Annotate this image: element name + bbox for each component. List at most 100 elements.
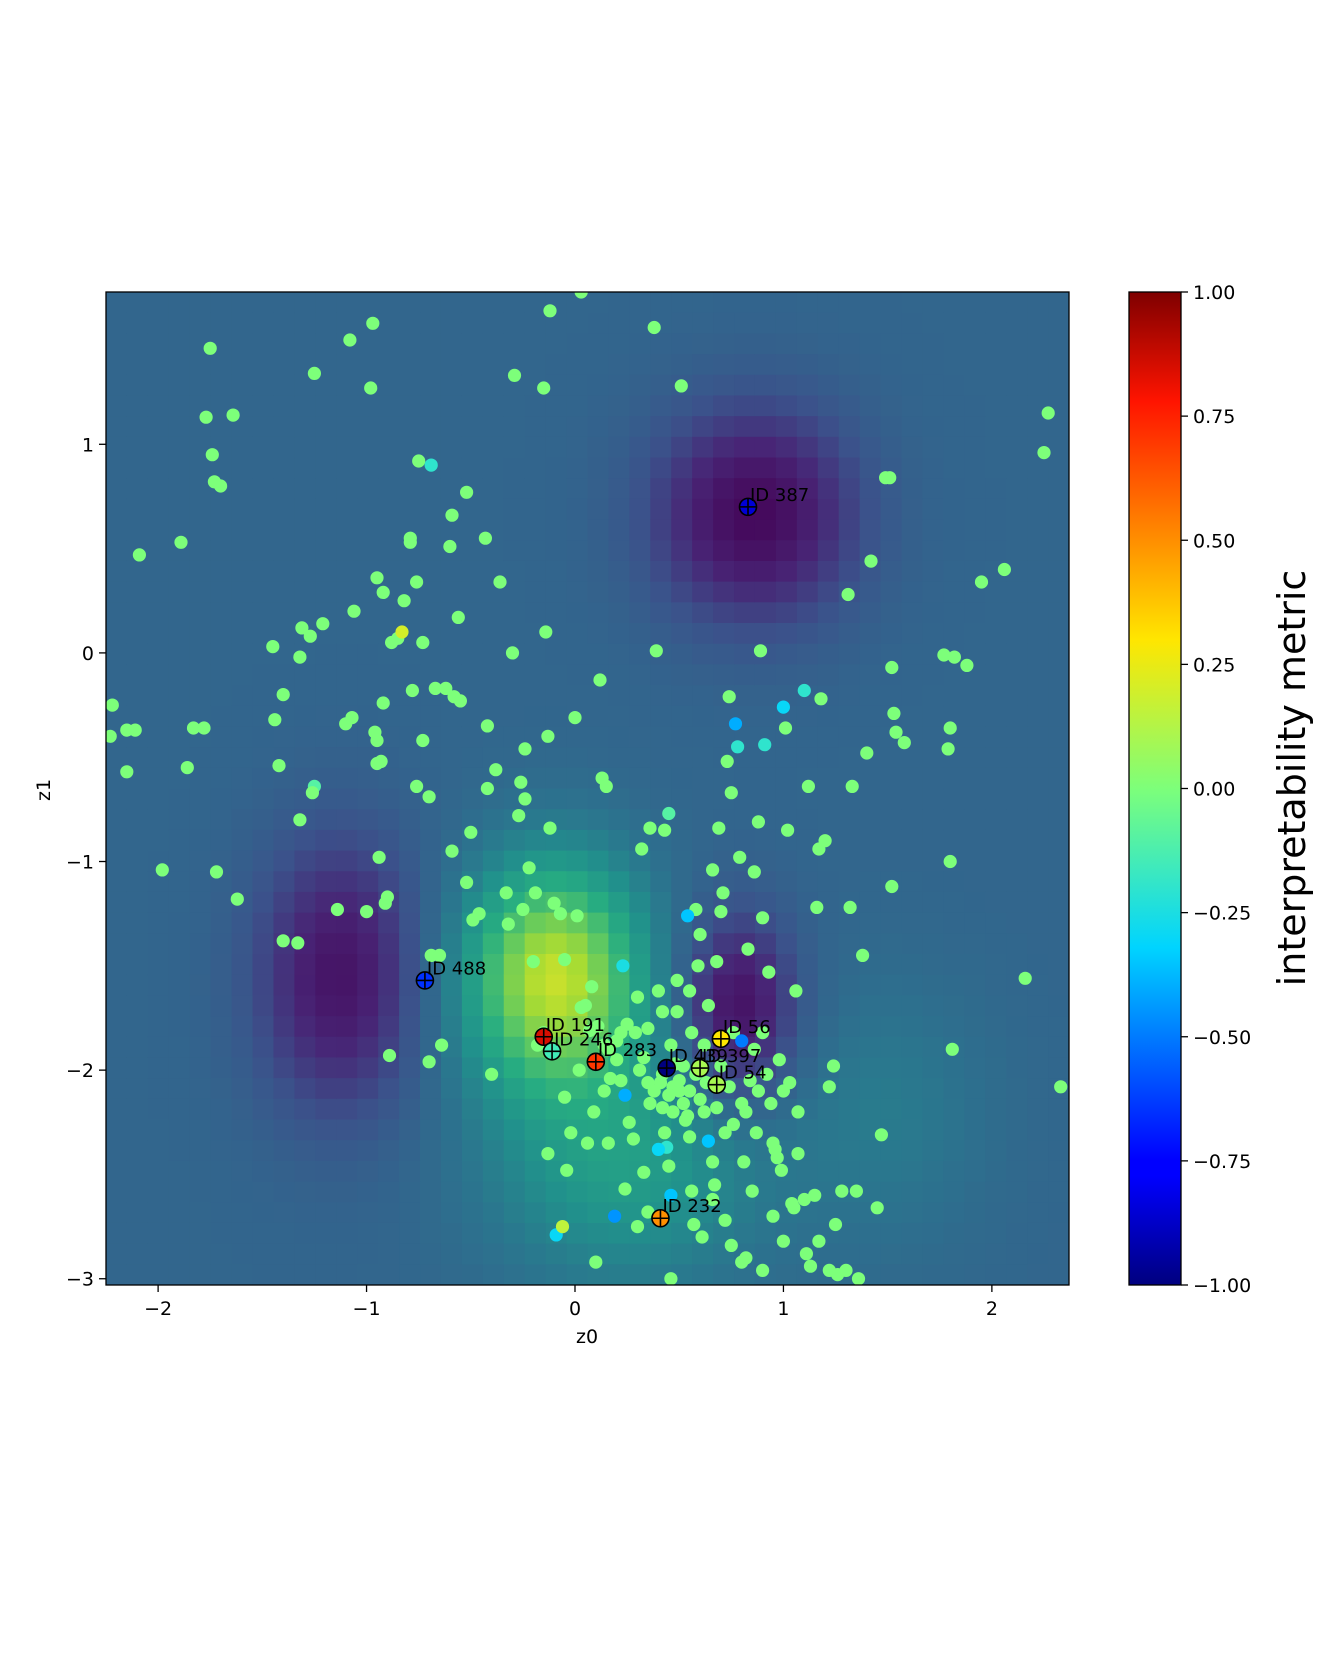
heatmap-cell <box>713 664 735 686</box>
heatmap-cell <box>315 519 337 541</box>
heatmap-cell <box>922 1016 944 1038</box>
heatmap-cell <box>964 891 986 914</box>
heatmap-cell <box>650 581 672 603</box>
heatmap-cell <box>922 809 944 831</box>
heatmap-cell <box>168 1057 191 1079</box>
heatmap-cell <box>985 850 1007 872</box>
heatmap-cell <box>524 995 547 1017</box>
heatmap-cell <box>713 933 735 955</box>
heatmap-cell <box>817 1098 840 1121</box>
heatmap-cell <box>147 602 170 624</box>
heatmap-cell <box>964 602 986 624</box>
heatmap-cell <box>231 374 254 397</box>
heatmap-cell <box>713 560 735 583</box>
heatmap-cell <box>1027 312 1049 334</box>
heatmap-cell <box>754 1243 777 1265</box>
scatter-point <box>655 1101 670 1115</box>
heatmap-cell <box>147 436 170 459</box>
heatmap-cell <box>336 767 358 790</box>
heatmap-cell <box>524 1181 547 1203</box>
heatmap-cell <box>796 954 819 976</box>
heatmap-cell <box>189 436 212 459</box>
heatmap-cell <box>922 871 944 893</box>
scatter-point <box>397 594 411 608</box>
heatmap-cell <box>859 974 882 996</box>
heatmap-cell <box>126 1264 149 1285</box>
heatmap-cell <box>440 974 463 996</box>
scatter-point <box>489 763 503 777</box>
heatmap-cell <box>1048 1140 1069 1162</box>
heatmap-cell <box>671 726 693 748</box>
heatmap-cell <box>168 995 191 1017</box>
heatmap-cell <box>671 767 693 790</box>
heatmap-cell <box>713 995 735 1017</box>
heatmap-cell <box>440 1119 463 1141</box>
heatmap-cell <box>922 705 944 728</box>
heatmap-cell <box>587 374 610 397</box>
heatmap-cell <box>754 519 777 541</box>
heatmap-cell <box>189 478 212 500</box>
heatmap-cell <box>231 809 254 831</box>
heatmap-cell <box>775 498 798 521</box>
heatmap-cell <box>503 726 526 748</box>
heatmap-cell <box>545 374 568 397</box>
colorbar-tick-label: 0.50 <box>1193 530 1235 552</box>
heatmap-cell <box>608 1243 630 1265</box>
heatmap-cell <box>692 498 714 521</box>
heatmap-cell <box>399 850 421 872</box>
scatter-point <box>416 733 430 748</box>
scatter-point <box>843 900 857 915</box>
scatter-point <box>708 1178 722 1192</box>
heatmap-cell <box>838 436 861 459</box>
heatmap-cell <box>587 436 610 459</box>
heatmap-cell <box>231 767 254 790</box>
heatmap-cell <box>503 292 526 314</box>
heatmap-cell <box>210 1098 233 1121</box>
heatmap-cell <box>1027 1119 1049 1141</box>
heatmap-cell <box>294 1202 316 1224</box>
scatter-point <box>541 1147 555 1161</box>
scatter-point <box>756 1026 770 1040</box>
heatmap-cell <box>566 954 589 976</box>
heatmap-cell <box>566 788 589 810</box>
heatmap-cell <box>901 623 924 645</box>
heatmap-cell <box>106 1140 128 1162</box>
heatmap-cell <box>901 354 924 376</box>
heatmap-cell <box>692 374 714 397</box>
heatmap-cell <box>880 891 903 914</box>
heatmap-cell <box>210 1119 233 1141</box>
heatmap-cell <box>901 1181 924 1203</box>
heatmap-cell <box>231 1078 254 1100</box>
heatmap-cell <box>817 809 840 831</box>
heatmap-cell <box>210 312 233 334</box>
heatmap-cell <box>399 478 421 500</box>
heatmap-cell <box>671 395 693 417</box>
heatmap-cell <box>336 1036 358 1059</box>
heatmap-cell <box>545 560 568 583</box>
scatter-point <box>180 761 194 775</box>
heatmap-cell <box>650 850 672 872</box>
heatmap-cell <box>461 560 484 583</box>
heatmap-cell <box>315 685 337 707</box>
heatmap-cell <box>378 643 400 665</box>
heatmap-cell <box>273 974 296 996</box>
heatmap-cell <box>315 1202 337 1224</box>
heatmap-cell <box>503 1243 526 1265</box>
heatmap-cell <box>964 457 986 479</box>
heatmap-cell <box>859 312 882 334</box>
heatmap-cell <box>189 374 212 397</box>
heatmap-cell <box>1006 891 1028 914</box>
heatmap-cell <box>420 705 442 728</box>
scatter-point <box>412 454 426 468</box>
heatmap-cell <box>315 747 337 769</box>
heatmap-cell <box>1048 292 1069 314</box>
heatmap-cell <box>440 788 463 810</box>
heatmap-cell <box>985 747 1007 769</box>
heatmap-cell <box>650 685 672 707</box>
y-tick-label: −1 <box>66 852 94 874</box>
heatmap-cell <box>482 540 505 562</box>
heatmap-cell <box>985 540 1007 562</box>
heatmap-cell <box>817 1016 840 1038</box>
heatmap-cell <box>440 374 463 397</box>
heatmap-cell <box>859 1036 882 1059</box>
